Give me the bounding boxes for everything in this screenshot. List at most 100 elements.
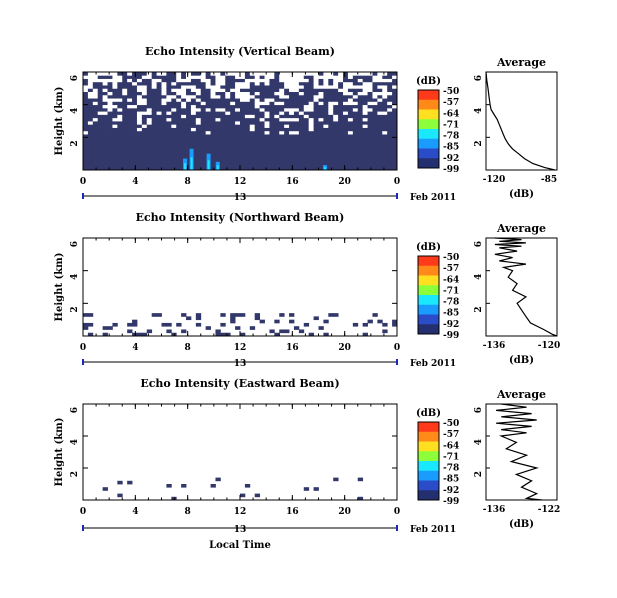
heatmap-cell: [112, 81, 118, 86]
heatmap-cell: [303, 127, 310, 132]
heatmap-cell: [279, 104, 285, 109]
heatmap-cell: [259, 98, 265, 102]
heatmap-cell: [146, 166, 153, 171]
colorbar-segment: [418, 451, 439, 462]
heatmap-cell: [382, 91, 388, 96]
heatmap-cell: [269, 163, 275, 168]
heatmap-cell: [92, 107, 99, 112]
heatmap-cell: [303, 130, 310, 135]
heatmap-cell: [171, 140, 177, 145]
heatmap-cell: [156, 127, 162, 132]
heatmap-cell: [357, 130, 364, 135]
heatmap-cell: [382, 72, 388, 76]
heatmap-cell: [107, 78, 113, 83]
heatmap-cell: [171, 72, 177, 76]
heatmap-cell: [254, 134, 261, 138]
heatmap-cell: [313, 166, 319, 171]
heatmap-cell: [269, 114, 275, 119]
colorbar-segment: [418, 109, 439, 120]
heatmap-cell: [313, 121, 319, 125]
heatmap-cell: [274, 111, 280, 115]
heatmap-cell: [357, 85, 364, 89]
heatmap-cell: [289, 111, 295, 115]
heatmap-cell: [264, 98, 270, 102]
heatmap-cell: [244, 111, 251, 115]
heatmap-cell: [176, 81, 182, 86]
heatmap-cell: [146, 121, 153, 125]
heatmap-cell: [117, 153, 123, 158]
heatmap-cell: [254, 124, 261, 128]
heatmap-cell: [171, 160, 177, 164]
heatmap-cell: [303, 140, 310, 145]
heatmap-cell: [269, 117, 275, 122]
heatmap-cell: [318, 160, 324, 164]
heatmap-cell: [382, 85, 388, 89]
heatmap-cell: [97, 150, 104, 155]
heatmap-cell: [274, 332, 280, 337]
profile-x-label: (dB): [509, 355, 534, 366]
heatmap-cell: [215, 101, 221, 106]
heatmap-cell: [171, 143, 177, 148]
heatmap-cell: [235, 147, 241, 151]
heatmap-cell: [122, 111, 128, 115]
heatmap-cell: [117, 98, 123, 102]
heatmap-cell: [293, 130, 300, 135]
heatmap-cell: [244, 127, 251, 132]
heatmap-cell: [362, 130, 368, 135]
heatmap-cell: [387, 134, 393, 138]
heatmap-cell: [117, 111, 123, 115]
heatmap-cell: [382, 104, 388, 109]
heatmap-cell: [141, 140, 148, 145]
heatmap-cell: [308, 143, 314, 148]
heatmap-cell: [127, 153, 133, 158]
heatmap-cell: [328, 91, 334, 96]
heatmap-cell: [186, 166, 192, 171]
heatmap-cell: [215, 153, 221, 158]
heatmap-cell: [328, 117, 334, 122]
heatmap-cell: [284, 78, 290, 83]
heatmap-cell: [127, 117, 133, 122]
heatmap-cell: [161, 153, 167, 158]
heatmap-cell: [303, 117, 310, 122]
heatmap-cell: [122, 143, 128, 148]
heatmap-cell: [156, 147, 162, 151]
heatmap-cell: [215, 117, 221, 122]
heatmap-cell: [161, 124, 167, 128]
heatmap-cell: [362, 75, 368, 79]
heatmap-cell: [230, 117, 236, 122]
heatmap-cell: [132, 72, 138, 76]
heatmap-cell: [298, 101, 305, 106]
heatmap-cell: [303, 98, 310, 102]
heatmap-cell: [83, 127, 89, 132]
heatmap-cell: [156, 134, 162, 138]
heatmap-cell: [235, 91, 241, 96]
heatmap-cell: [352, 124, 359, 128]
heatmap-cell: [205, 85, 211, 89]
heatmap-cell: [338, 98, 344, 102]
heatmap-cell: [244, 130, 251, 135]
heatmap-cell: [259, 143, 265, 148]
heatmap-cell: [313, 117, 319, 122]
heatmap-cell: [240, 143, 246, 148]
heatmap-cell: [279, 85, 285, 89]
heatmap-cell: [362, 94, 368, 99]
heatmap-cell: [338, 143, 344, 148]
heatmap-cell: [186, 143, 192, 148]
y-tick-label: 4: [70, 439, 80, 445]
heatmap-cell: [210, 484, 216, 488]
heatmap-cell: [200, 134, 207, 138]
heatmap-cell: [240, 163, 246, 168]
heatmap-cell: [146, 85, 153, 89]
heatmap-cell: [210, 114, 216, 119]
heatmap-cell: [132, 94, 138, 99]
heatmap-cell: [240, 88, 246, 92]
heatmap-cell: [372, 75, 378, 79]
heatmap-cell: [244, 134, 251, 138]
heatmap-cell: [259, 114, 265, 119]
heatmap-cell: [102, 134, 108, 138]
heatmap-cell: [240, 107, 246, 112]
heatmap-cell: [382, 98, 388, 102]
heatmap-cell: [230, 104, 236, 109]
heatmap-cell: [303, 121, 310, 125]
heatmap-cell: [372, 150, 378, 155]
